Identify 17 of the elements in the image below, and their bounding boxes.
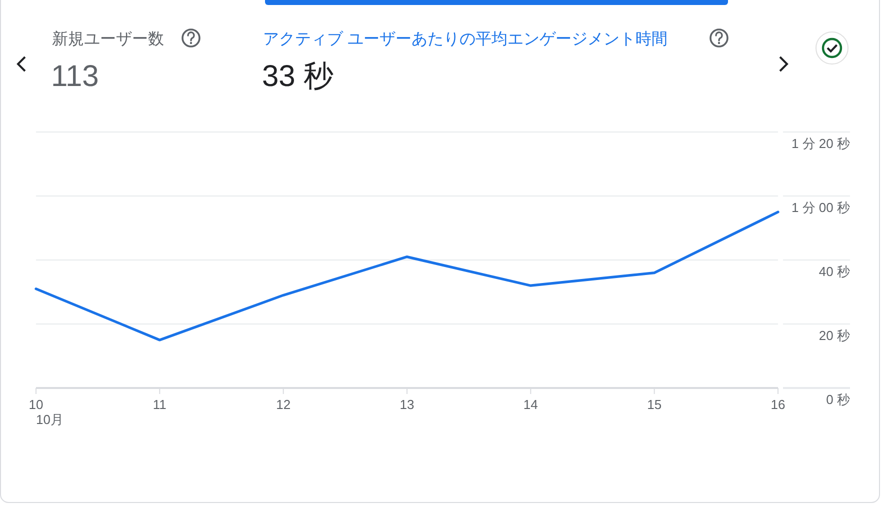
x-tick-label: 12 bbox=[276, 397, 291, 412]
chart-subtitle: 33 秒 bbox=[262, 60, 334, 93]
y-tick-label: 40 秒 bbox=[818, 264, 850, 279]
x-tick-label: 15 bbox=[647, 397, 662, 412]
y-tick-label: 1 分 20 秒 bbox=[791, 136, 850, 151]
text: 10月 bbox=[36, 412, 64, 427]
text: 新規ユーザー数 bbox=[52, 30, 164, 48]
x-tick-label: 11 bbox=[152, 397, 166, 412]
x-tick-label: 13 bbox=[400, 397, 414, 412]
x-tick-label: 16 bbox=[770, 397, 786, 412]
chart-title: アクティブ ユーザーあたりの平均エンゲージメント時間 bbox=[263, 30, 668, 48]
x-tick-label: 10 bbox=[28, 397, 44, 412]
y-tick-label: 1 分 00 秒 bbox=[791, 200, 850, 215]
text: 113 bbox=[51, 60, 99, 93]
x-tick-label: 14 bbox=[523, 397, 538, 412]
y-tick-label: 0 秒 bbox=[826, 392, 850, 407]
y-tick-label: 20 秒 bbox=[818, 328, 850, 343]
